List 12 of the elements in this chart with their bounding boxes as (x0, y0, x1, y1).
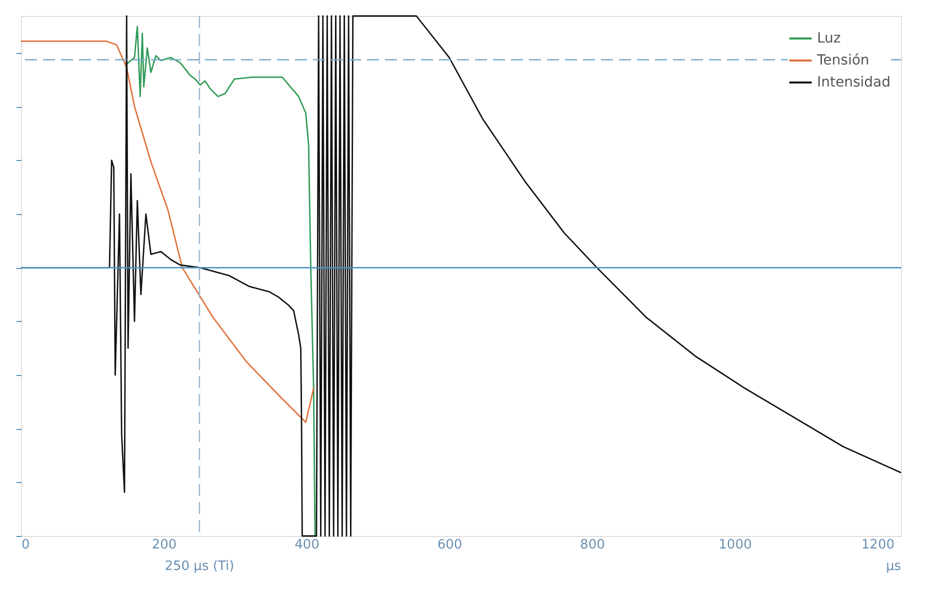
x-tick-label: 1200 (861, 538, 894, 552)
legend-label: Luz (817, 30, 841, 46)
ref-line-label: 250 µs (Ti) (164, 559, 234, 574)
x-axis-title: µs (886, 559, 902, 574)
legend-label: Intensidad (817, 74, 891, 90)
x-tick-label: 1000 (718, 538, 752, 552)
x-tick-label: 200 (152, 538, 177, 552)
legend-label: Tensión (816, 52, 870, 68)
x-tick-label: 0 (22, 538, 30, 552)
x-tick-label: 600 (437, 538, 462, 552)
x-tick-label: 800 (580, 538, 605, 552)
x-tick-label: 400 (294, 538, 320, 552)
